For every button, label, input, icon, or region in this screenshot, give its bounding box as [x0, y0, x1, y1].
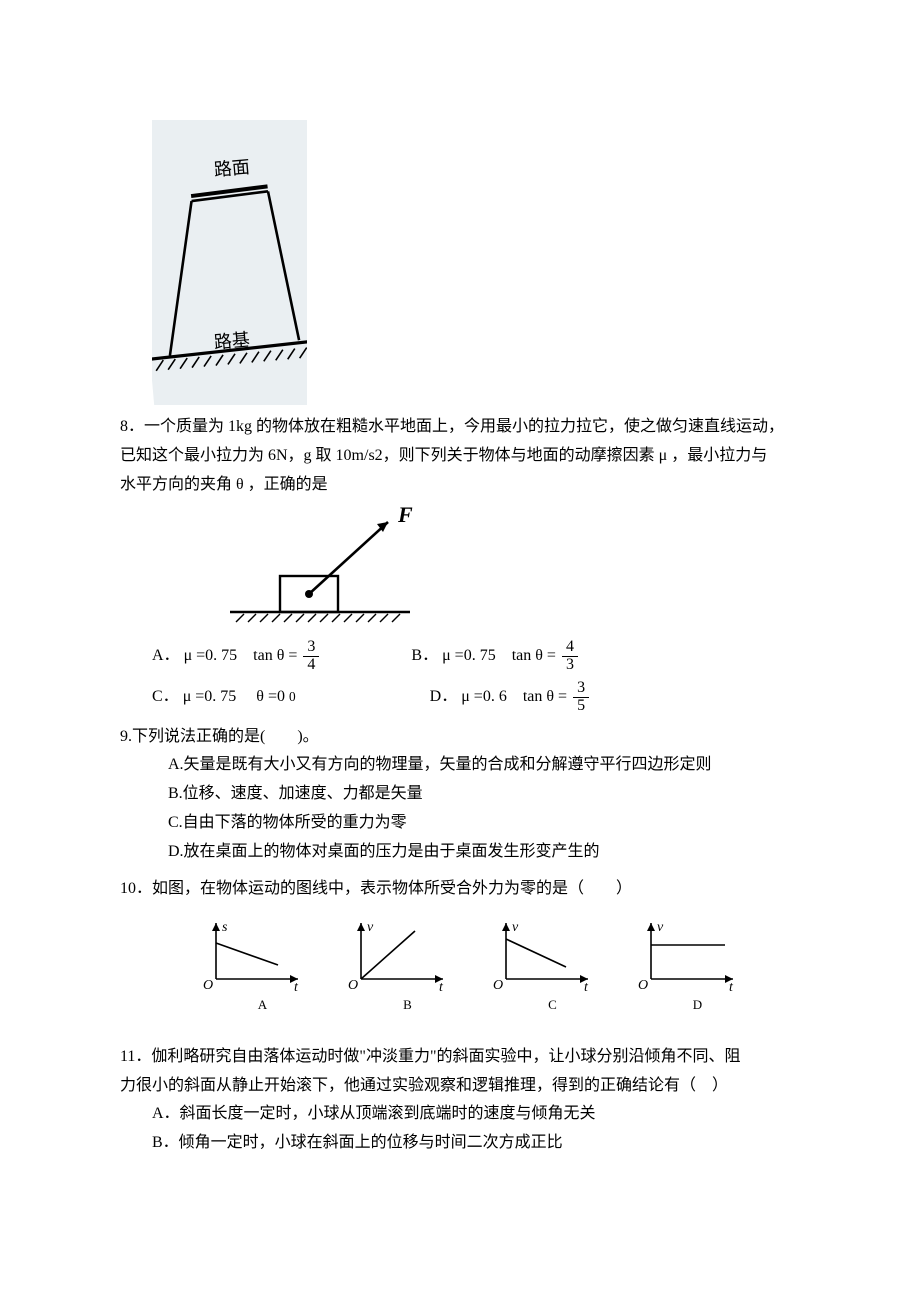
opt-c-label: C． — [152, 683, 179, 712]
q11-option-b: B．倾角一定时，小球在斜面上的位移与时间二次方成正比 — [120, 1129, 800, 1158]
q8-options-row-2: C． μ =0. 75 θ =00 D． μ =0. 6 tan θ = 35 — [120, 680, 800, 715]
opt-d-frac: 35 — [573, 680, 589, 715]
opt-d-mu: μ =0. 6 — [461, 683, 507, 712]
graph-b-xlabel: t — [439, 980, 444, 995]
graph-a-ylabel: s — [222, 920, 228, 935]
graph-d-ylabel: v — [657, 920, 664, 935]
opt-a-label: A． — [152, 642, 180, 671]
opt-b-tan: tan θ = — [512, 642, 556, 671]
q11-number: 11． — [120, 1048, 151, 1065]
question-10: 10．如图，在物体运动的图线中，表示物体所受合外力为零的是（ ） s O t A… — [120, 875, 800, 1021]
road-cross-section-figure: 路面 路基 — [152, 120, 307, 405]
q8-number: 8． — [120, 418, 144, 435]
q10-graph-d: v O t D — [633, 917, 743, 1016]
graph-b-ylabel: v — [367, 920, 374, 935]
q9-option-c: C.自由下落的物体所受的重力为零 — [120, 809, 800, 838]
q10-graph-c: v O t C — [488, 917, 598, 1016]
q10-graph-b: v O t B — [343, 917, 453, 1016]
graph-a-letter: A — [238, 993, 267, 1016]
graph-b-letter: B — [383, 993, 412, 1016]
opt-b-den: 3 — [562, 656, 578, 674]
opt-c-mu: μ =0. 75 — [183, 683, 237, 712]
opt-b-frac: 43 — [562, 639, 578, 674]
q9-option-b: B.位移、速度、加速度、力都是矢量 — [120, 780, 800, 809]
q9-stem: 9.下列说法正确的是( )。 — [120, 723, 800, 752]
opt-b-label: B． — [411, 642, 438, 671]
question-8: 8．一个质量为 1kg 的物体放在粗糙水平地面上，今用最小的拉力拉它，使之做匀速… — [120, 413, 800, 715]
force-label: F — [397, 504, 413, 527]
q10-graph-a: s O t A — [198, 917, 308, 1016]
q11-option-a: A．斜面长度一定时，小球从顶端滚到底端时的速度与倾角无关 — [120, 1100, 800, 1129]
q10-text: 如图，在物体运动的图线中，表示物体所受合外力为零的是（ ） — [152, 880, 632, 897]
graph-b-origin: O — [348, 978, 358, 993]
graph-a-xlabel: t — [294, 980, 299, 995]
graph-d-xlabel: t — [729, 980, 734, 995]
graph-c-xlabel: t — [584, 980, 589, 995]
q8-line3: 水平方向的夹角 θ ，正确的是 — [120, 471, 800, 500]
road-surface-label: 路面 — [213, 157, 251, 180]
q9-number: 9. — [120, 728, 132, 745]
q9-option-a: A.矢量是既有大小又有方向的物理量，矢量的合成和分解遵守平行四边形定则 — [120, 751, 800, 780]
graph-c-origin: O — [493, 978, 503, 993]
opt-c-theta: θ =0 — [256, 683, 285, 712]
graph-d-letter: D — [673, 993, 702, 1016]
q8-options-row-1: A． μ =0. 75 tan θ = 34 B． μ =0. 75 tan θ… — [120, 639, 800, 674]
opt-a-num: 3 — [303, 639, 319, 656]
opt-b-num: 4 — [562, 639, 578, 656]
q10-graph-row: s O t A v O t B v O t — [120, 903, 800, 1020]
q8-line1: 8．一个质量为 1kg 的物体放在粗糙水平地面上，今用最小的拉力拉它，使之做匀速… — [120, 413, 800, 442]
question-11: 11．伽利略研究自由落体运动时做"冲淡重力"的斜面实验中，让小球分别沿倾角不同、… — [120, 1043, 800, 1158]
q11-line2: 力很小的斜面从静止开始滚下，他通过实验观察和逻辑推理，得到的正确结论有（ ） — [120, 1072, 800, 1101]
question-9: 9.下列说法正确的是( )。 A.矢量是既有大小又有方向的物理量，矢量的合成和分… — [120, 723, 800, 867]
opt-a-mu: μ =0. 75 — [184, 642, 238, 671]
opt-a-tan: tan θ = — [253, 642, 297, 671]
q10-number: 10． — [120, 880, 152, 897]
q11-text1: 伽利略研究自由落体运动时做"冲淡重力"的斜面实验中，让小球分别沿倾角不同、阻 — [151, 1048, 740, 1065]
q8-option-a: A． μ =0. 75 tan θ = 34 — [152, 639, 321, 674]
opt-d-num: 3 — [573, 680, 589, 697]
q8-option-c: C． μ =0. 75 θ =00 — [152, 683, 296, 712]
q10-stem: 10．如图，在物体运动的图线中，表示物体所受合外力为零的是（ ） — [120, 875, 800, 904]
graph-d-origin: O — [638, 978, 648, 993]
q8-text1: 一个质量为 1kg 的物体放在粗糙水平地面上，今用最小的拉力拉它，使之做匀速直线… — [144, 418, 784, 435]
opt-c-sup: 0 — [289, 685, 296, 709]
opt-b-mu: μ =0. 75 — [442, 642, 496, 671]
opt-d-tan: tan θ = — [523, 683, 567, 712]
graph-c-letter: C — [528, 993, 557, 1016]
q11-line1: 11．伽利略研究自由落体运动时做"冲淡重力"的斜面实验中，让小球分别沿倾角不同、… — [120, 1043, 800, 1072]
q8-force-diagram: F — [210, 504, 430, 634]
graph-c-ylabel: v — [512, 920, 519, 935]
opt-a-den: 4 — [303, 656, 319, 674]
q9-text: 下列说法正确的是( )。 — [132, 728, 319, 745]
opt-d-label: D． — [430, 683, 458, 712]
q8-line2: 已知这个最小拉力为 6N，g 取 10m/s2，则下列关于物体与地面的动摩擦因素… — [120, 442, 800, 471]
opt-d-den: 5 — [573, 697, 589, 715]
q8-option-d: D． μ =0. 6 tan θ = 35 — [430, 680, 591, 715]
graph-a-origin: O — [203, 978, 213, 993]
q8-option-b: B． μ =0. 75 tan θ = 43 — [411, 639, 580, 674]
q9-option-d: D.放在桌面上的物体对桌面的压力是由于桌面发生形变产生的 — [120, 838, 800, 867]
opt-a-frac: 34 — [303, 639, 319, 674]
